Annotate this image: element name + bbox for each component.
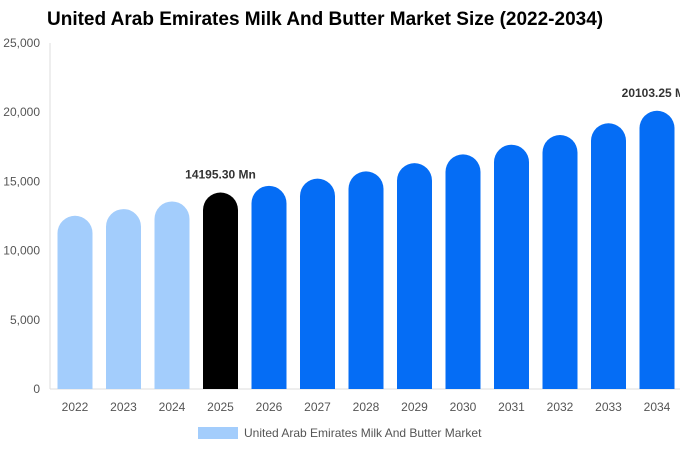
x-tick-label: 2028: [353, 400, 380, 414]
bar: [348, 171, 384, 389]
x-tick-label: 2026: [256, 400, 283, 414]
chart-title: United Arab Emirates Milk And Butter Mar…: [47, 9, 604, 30]
y-tick-label: 25,000: [3, 36, 40, 50]
bar: [106, 209, 141, 389]
x-tick-label: 2024: [159, 400, 186, 414]
x-tick-label: 2030: [450, 400, 477, 414]
x-tick-label: 2022: [62, 400, 89, 414]
bar: [300, 178, 335, 389]
bar: [154, 201, 190, 389]
data-label: 20103.25 Mn: [622, 86, 680, 100]
bar: [397, 163, 432, 389]
bar: [57, 215, 93, 389]
bar: [203, 192, 238, 389]
bar: [494, 144, 529, 389]
data-label: 14195.30 Mn: [185, 168, 256, 182]
y-tick-label: 0: [33, 382, 40, 396]
x-tick-label: 2023: [110, 400, 137, 414]
x-tick-label: 2033: [595, 400, 622, 414]
x-tick-label: 2029: [401, 400, 428, 414]
y-tick-label: 5,000: [10, 313, 40, 327]
legend: United Arab Emirates Milk And Butter Mar…: [198, 426, 481, 440]
x-tick-label: 2034: [644, 400, 671, 414]
x-tick-label: 2032: [547, 400, 574, 414]
bar: [639, 110, 675, 389]
x-tick-label: 2031: [498, 400, 525, 414]
bar: [542, 135, 578, 389]
bar: [251, 185, 287, 389]
bar: [445, 154, 481, 389]
y-tick-label: 15,000: [3, 174, 40, 188]
y-tick-label: 10,000: [3, 244, 40, 258]
legend-label: United Arab Emirates Milk And Butter Mar…: [244, 426, 482, 440]
x-tick-label: 2025: [207, 400, 234, 414]
legend-swatch: [198, 427, 238, 439]
x-tick-label: 2027: [304, 400, 331, 414]
y-tick-label: 20,000: [3, 105, 40, 119]
bar: [591, 123, 626, 389]
